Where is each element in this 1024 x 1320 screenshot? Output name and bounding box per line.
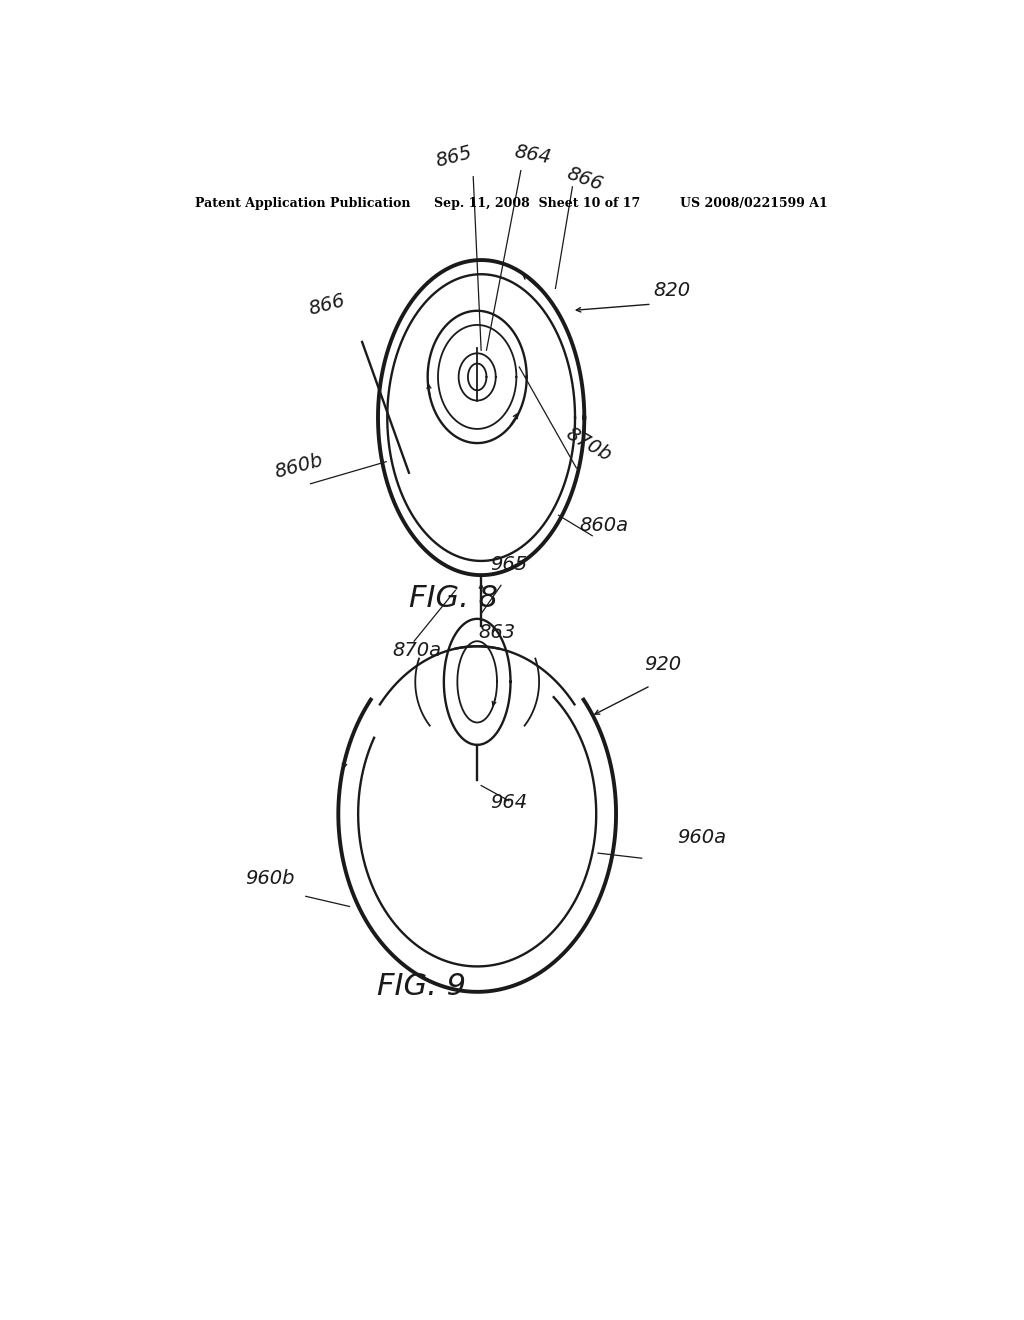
Text: Sep. 11, 2008  Sheet 10 of 17: Sep. 11, 2008 Sheet 10 of 17: [433, 197, 640, 210]
Text: Patent Application Publication: Patent Application Publication: [196, 197, 411, 210]
Text: 960b: 960b: [246, 869, 295, 888]
Text: 860a: 860a: [580, 516, 629, 535]
Text: FIG. 8: FIG. 8: [409, 583, 498, 612]
Text: 865: 865: [433, 143, 474, 170]
Text: 866: 866: [563, 165, 605, 195]
Text: 960a: 960a: [677, 828, 726, 847]
Text: FIG. 9: FIG. 9: [377, 973, 466, 1002]
Text: 863: 863: [478, 623, 516, 642]
Text: US 2008/0221599 A1: US 2008/0221599 A1: [680, 197, 827, 210]
Text: 964: 964: [490, 793, 527, 812]
Text: 860b: 860b: [272, 450, 325, 482]
Text: 870b: 870b: [562, 425, 614, 466]
Text: 866: 866: [306, 292, 347, 319]
Text: 820: 820: [653, 281, 690, 300]
Text: 920: 920: [644, 656, 681, 675]
Text: 864: 864: [513, 143, 553, 168]
Text: 870a: 870a: [392, 642, 441, 660]
Text: 965: 965: [490, 554, 527, 574]
